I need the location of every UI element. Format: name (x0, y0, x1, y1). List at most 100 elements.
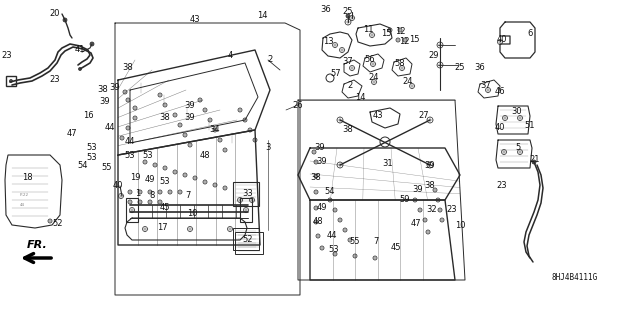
Text: 54: 54 (77, 160, 88, 169)
Text: 37: 37 (481, 81, 492, 91)
Text: 36: 36 (475, 63, 485, 72)
Bar (6, 76, 16, 86)
Text: 57: 57 (331, 70, 341, 78)
Text: 18: 18 (22, 174, 32, 182)
Text: 32: 32 (427, 205, 437, 214)
Text: 26: 26 (292, 100, 303, 109)
Bar (233, 228, 259, 250)
Text: 39: 39 (109, 84, 120, 93)
Text: 39: 39 (100, 98, 110, 107)
Circle shape (10, 79, 13, 83)
Text: 23: 23 (2, 50, 12, 60)
Text: 24: 24 (403, 78, 413, 86)
Text: 53: 53 (143, 151, 154, 160)
Text: 25: 25 (455, 63, 465, 72)
Text: 48: 48 (200, 151, 211, 160)
Text: 53: 53 (329, 246, 339, 255)
Text: 6: 6 (527, 29, 532, 39)
Text: 2: 2 (348, 81, 353, 91)
Text: 13: 13 (323, 38, 333, 47)
Text: 40: 40 (497, 35, 508, 44)
Bar (233, 182, 259, 206)
Text: 53: 53 (125, 151, 135, 160)
Text: 49: 49 (317, 204, 327, 212)
Text: 37: 37 (342, 57, 353, 66)
Text: 5: 5 (515, 144, 520, 152)
Text: 51: 51 (525, 122, 535, 130)
Text: 55: 55 (102, 164, 112, 173)
Text: 52: 52 (243, 235, 253, 244)
Text: 1: 1 (136, 189, 141, 198)
Text: 8: 8 (149, 191, 155, 201)
Text: 21: 21 (530, 155, 540, 165)
Text: 10: 10 (455, 221, 465, 231)
Text: 46: 46 (495, 87, 506, 97)
Circle shape (90, 42, 94, 46)
Text: 15: 15 (409, 35, 419, 44)
Text: 43: 43 (372, 112, 383, 121)
Text: 23: 23 (50, 76, 60, 85)
Text: 2: 2 (268, 56, 273, 64)
Bar (240, 198, 252, 222)
Text: 38: 38 (424, 182, 435, 190)
Text: 27: 27 (419, 112, 429, 121)
Text: 10: 10 (187, 209, 197, 218)
Text: 44: 44 (105, 123, 115, 132)
Text: 38: 38 (98, 85, 108, 94)
Text: 58: 58 (395, 60, 405, 69)
Text: 49: 49 (145, 175, 156, 184)
Text: 39: 39 (317, 158, 327, 167)
Text: 14: 14 (355, 93, 365, 102)
Text: 23: 23 (447, 205, 458, 214)
Text: 53: 53 (160, 177, 170, 187)
Text: 16: 16 (83, 110, 93, 120)
Text: 39: 39 (185, 114, 195, 122)
Text: 15: 15 (381, 28, 391, 38)
Text: 40: 40 (495, 123, 505, 132)
Text: 44: 44 (125, 137, 135, 146)
Text: 54: 54 (324, 188, 335, 197)
Text: P-22: P-22 (20, 193, 29, 197)
Text: 34: 34 (210, 125, 220, 135)
Text: 31: 31 (383, 160, 394, 168)
Text: 19: 19 (130, 174, 140, 182)
Text: 7: 7 (186, 191, 191, 201)
Text: 39: 39 (315, 144, 325, 152)
Text: 52: 52 (52, 219, 63, 227)
Text: 3: 3 (266, 144, 271, 152)
Text: 47: 47 (411, 219, 421, 228)
Text: 20: 20 (50, 10, 60, 19)
Text: 48: 48 (313, 218, 323, 226)
Text: 38: 38 (342, 125, 353, 135)
Text: 30: 30 (512, 108, 522, 116)
Text: 44: 44 (327, 232, 337, 241)
Text: 45: 45 (160, 203, 170, 211)
Text: 53: 53 (86, 153, 97, 162)
Text: 33: 33 (243, 189, 253, 197)
Text: 43: 43 (189, 16, 200, 25)
Circle shape (532, 160, 536, 164)
Text: 55: 55 (349, 238, 360, 247)
Text: 11: 11 (363, 26, 373, 34)
Circle shape (79, 68, 81, 70)
Bar (126, 198, 138, 222)
Text: 8HJ4B4111G: 8HJ4B4111G (552, 272, 598, 281)
Text: 56: 56 (365, 56, 375, 64)
Bar (235, 232, 263, 254)
Text: 4: 4 (227, 50, 232, 60)
Circle shape (63, 18, 67, 22)
Text: 7: 7 (373, 238, 379, 247)
Text: 36: 36 (321, 5, 332, 14)
Text: 29: 29 (429, 50, 439, 60)
Text: 38: 38 (159, 114, 170, 122)
Text: 39: 39 (425, 160, 435, 169)
Text: FR.: FR. (28, 240, 48, 250)
Text: 44: 44 (20, 203, 25, 207)
Text: 12: 12 (399, 38, 409, 47)
Text: 23: 23 (497, 181, 508, 189)
Text: 25: 25 (343, 8, 353, 17)
Circle shape (346, 14, 350, 18)
Text: 53: 53 (86, 143, 97, 152)
Text: 14: 14 (257, 11, 268, 20)
Text: 38: 38 (123, 63, 133, 72)
